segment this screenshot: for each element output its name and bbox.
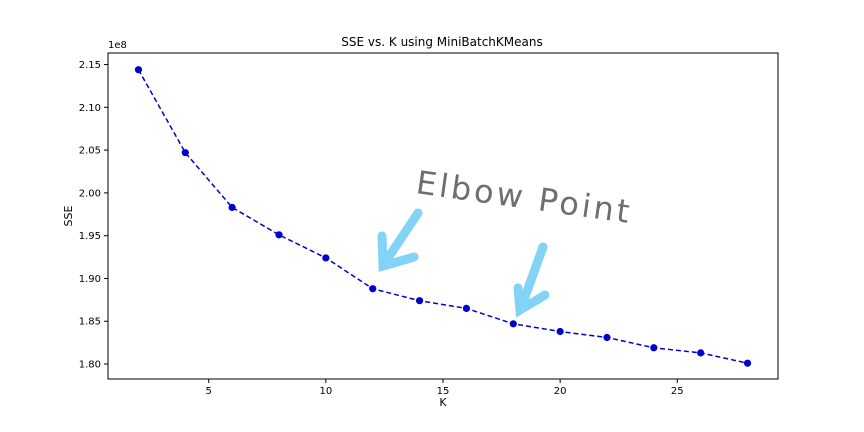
y-tick-label: 1.90 xyxy=(79,274,101,285)
y-tick-label: 2.10 xyxy=(79,103,101,114)
y-tick-label: 2.00 xyxy=(79,188,101,199)
y-axis-label: SSE xyxy=(62,205,75,226)
chart-title: SSE vs. K using MiniBatchKMeans xyxy=(341,35,542,49)
data-point xyxy=(650,344,658,352)
data-point xyxy=(462,304,471,313)
data-point xyxy=(275,231,283,239)
y-tick-label: 2.15 xyxy=(79,60,101,71)
y-tick-label: 1.80 xyxy=(79,360,101,371)
y-tick-label: 2.05 xyxy=(79,146,101,157)
elbow-arrow-right xyxy=(513,242,550,318)
data-point xyxy=(509,320,517,328)
data-point xyxy=(322,254,330,262)
data-point xyxy=(415,297,424,305)
x-tick-label: 20 xyxy=(554,386,567,397)
x-axis: 5 10 15 20 25 xyxy=(206,379,684,397)
data-point xyxy=(228,203,236,212)
y-axis: 1.80 1.85 1.90 1.95 2.00 2.05 2.10 2.15 xyxy=(79,60,108,371)
data-point xyxy=(556,327,564,336)
data-point xyxy=(369,285,377,293)
x-tick-label: 10 xyxy=(319,386,332,397)
series-line xyxy=(137,69,748,364)
x-axis-label: K xyxy=(439,396,447,409)
y-multiplier-label: 1e8 xyxy=(108,40,127,51)
series-layer xyxy=(134,66,752,367)
data-point xyxy=(181,149,189,157)
x-tick-label: 25 xyxy=(671,386,684,397)
plot-area xyxy=(107,52,779,380)
data-point xyxy=(603,333,611,342)
data-point xyxy=(743,359,752,367)
elbow-point-annotation: Elbow Point xyxy=(414,163,635,231)
x-tick-label: 15 xyxy=(437,386,450,397)
elbow-arrow-left xyxy=(377,208,423,272)
data-point xyxy=(697,349,705,357)
x-tick-label: 5 xyxy=(206,386,212,397)
y-tick-label: 1.95 xyxy=(79,231,101,242)
data-point xyxy=(134,66,143,74)
y-tick-label: 1.85 xyxy=(79,317,101,328)
